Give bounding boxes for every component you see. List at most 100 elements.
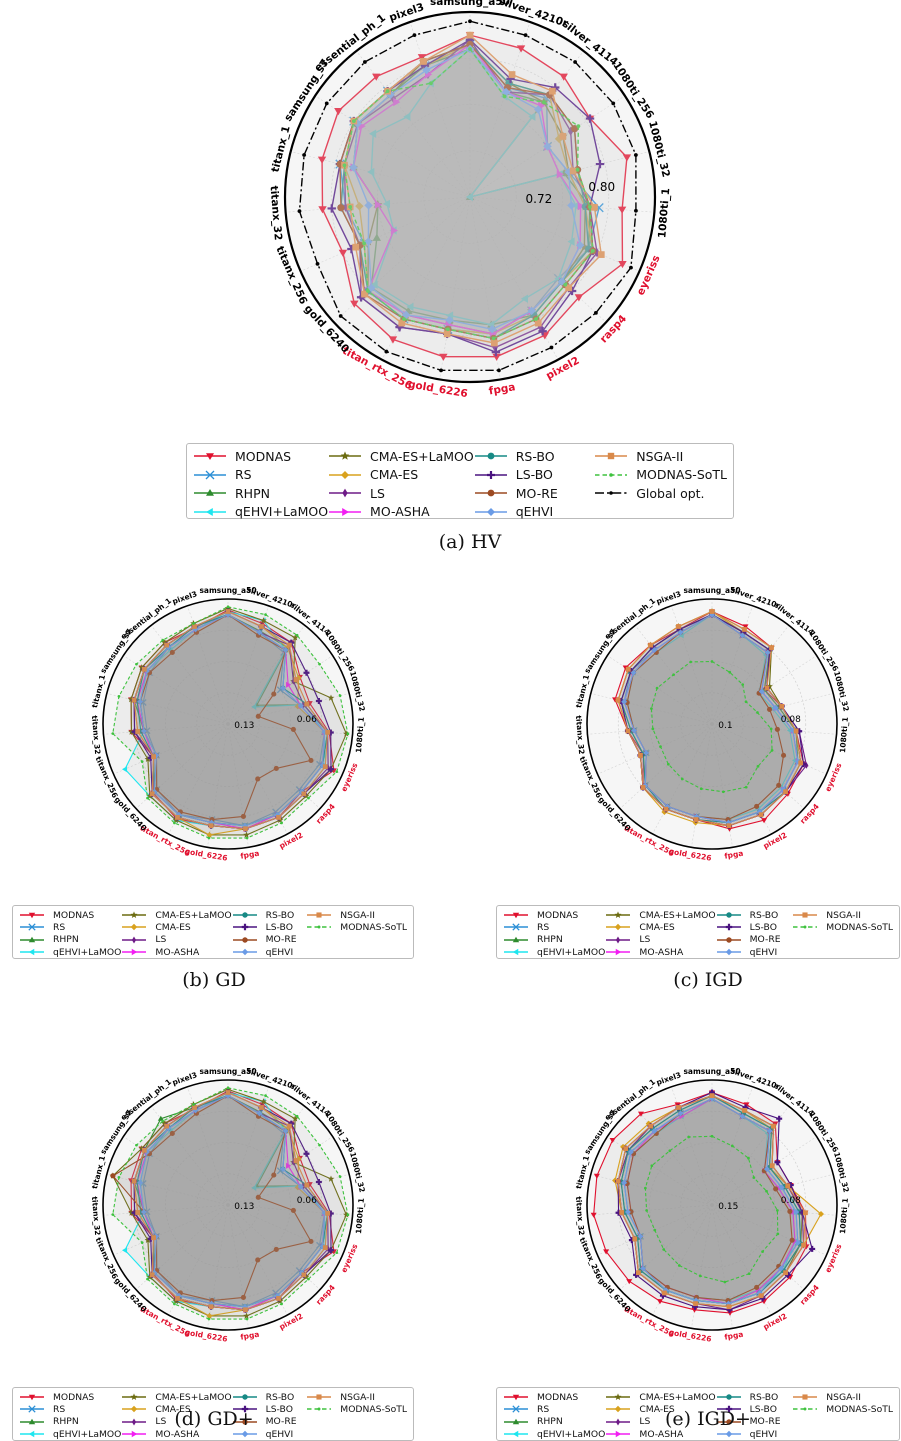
data-point <box>390 226 398 235</box>
data-point <box>676 1105 681 1110</box>
series-area <box>618 1095 803 1307</box>
series-area <box>621 614 807 826</box>
panel-caption: (e) IGD+ <box>665 1408 751 1430</box>
legend-item: LS-BO <box>716 1403 793 1415</box>
data-point <box>528 112 536 121</box>
legend-item: qEHVI+LaMOO <box>503 1428 605 1440</box>
data-point <box>626 1279 633 1285</box>
grid-spoke <box>619 723 713 809</box>
data-point <box>169 649 175 656</box>
series-area <box>134 611 325 835</box>
legend-swatch <box>716 1430 741 1438</box>
data-point <box>710 1134 714 1138</box>
data-point <box>385 89 390 94</box>
legend-item: RS-BO <box>474 447 594 466</box>
grid-spoke <box>106 1174 229 1206</box>
device-label: fpga <box>724 849 744 861</box>
data-point <box>131 1178 137 1184</box>
legend-marker <box>28 1394 36 1401</box>
data-point <box>709 1093 715 1099</box>
data-point <box>779 703 785 709</box>
series-area <box>124 611 326 829</box>
panel-caption: (c) IGD <box>673 969 743 991</box>
series-area <box>143 614 325 826</box>
legend-label: MODNAS <box>235 448 292 464</box>
grid-spoke <box>711 1204 837 1216</box>
grid-ring <box>196 1173 260 1237</box>
device-label: titanx_32 <box>90 715 102 755</box>
legend-marker <box>317 1407 321 1411</box>
legend-item: RS <box>19 921 121 933</box>
series-line <box>623 613 799 824</box>
legend-label: NSGA-II <box>636 448 684 464</box>
data-point <box>567 237 575 246</box>
legend-swatch <box>793 1394 818 1400</box>
data-point <box>338 694 342 697</box>
legend-swatch <box>122 948 147 956</box>
legend-item: NSGA-II <box>792 909 893 921</box>
data-point <box>318 1143 321 1147</box>
series-area <box>137 614 328 826</box>
data-point <box>173 1302 176 1306</box>
series-area <box>624 614 798 823</box>
data-point <box>149 791 155 797</box>
series-line <box>139 614 326 827</box>
data-point <box>403 112 411 121</box>
legend-marker <box>616 1418 621 1426</box>
radar-chart-b: 0.130.06samsung_a50silver_4210rsilver_41… <box>90 585 367 863</box>
data-point <box>549 87 556 95</box>
grid-spoke <box>469 196 559 360</box>
data-point <box>398 319 406 327</box>
data-point <box>161 639 168 646</box>
series-area <box>112 606 348 839</box>
data-point <box>137 698 144 705</box>
data-point <box>374 200 383 209</box>
data-point <box>591 203 598 211</box>
legend-swatch <box>595 491 628 496</box>
data-point <box>393 97 401 107</box>
series-line <box>130 607 347 836</box>
data-point <box>286 681 292 688</box>
data-point <box>301 791 307 797</box>
legend-label: MO-RE <box>749 934 781 946</box>
data-point <box>173 821 176 825</box>
data-point <box>343 1211 350 1218</box>
legend-item: CMA-ES+LaMOO <box>121 909 232 921</box>
data-point <box>334 108 343 116</box>
data-point <box>315 1178 322 1185</box>
data-point <box>335 1251 339 1255</box>
data-point <box>192 1103 195 1106</box>
data-point <box>446 311 454 320</box>
legend-b: MODNAS RS RHPN qEHVI+LaMOO CMA-ES+LaMOO CMA-E… <box>12 905 414 959</box>
data-point <box>502 94 507 99</box>
data-point <box>287 642 292 648</box>
legend-label: MO-RE <box>749 1416 781 1428</box>
legend-marker <box>241 1430 248 1438</box>
series-line <box>133 610 329 830</box>
legend-swatch <box>194 507 226 516</box>
radial-tick-label: 0.08 <box>781 715 801 725</box>
data-point <box>677 629 684 636</box>
legend-marker <box>241 1406 248 1413</box>
radar-chart-c: 0.10.08samsung_a50silver_4210rsilver_411… <box>574 585 851 863</box>
legend-label: RHPN <box>53 1416 79 1428</box>
data-point <box>677 1264 681 1267</box>
data-point <box>765 1189 768 1193</box>
legend-item: RHPN <box>193 484 328 503</box>
legend-marker <box>241 937 248 943</box>
series-area <box>299 21 636 371</box>
device-label: titanx_32 <box>574 1196 586 1236</box>
legend-label: MODNAS-SoTL <box>826 1403 893 1415</box>
series-area <box>593 1092 807 1313</box>
data-point <box>363 60 367 64</box>
data-point <box>556 170 564 179</box>
series-modnas-sotl <box>644 1134 780 1284</box>
series-modnas-sotl <box>111 1086 350 1321</box>
legend-item: MODNAS <box>19 1391 121 1403</box>
data-point <box>226 1086 230 1090</box>
series-area <box>615 611 804 829</box>
data-point <box>789 1237 795 1243</box>
series-line <box>617 610 802 827</box>
data-point <box>251 703 257 710</box>
